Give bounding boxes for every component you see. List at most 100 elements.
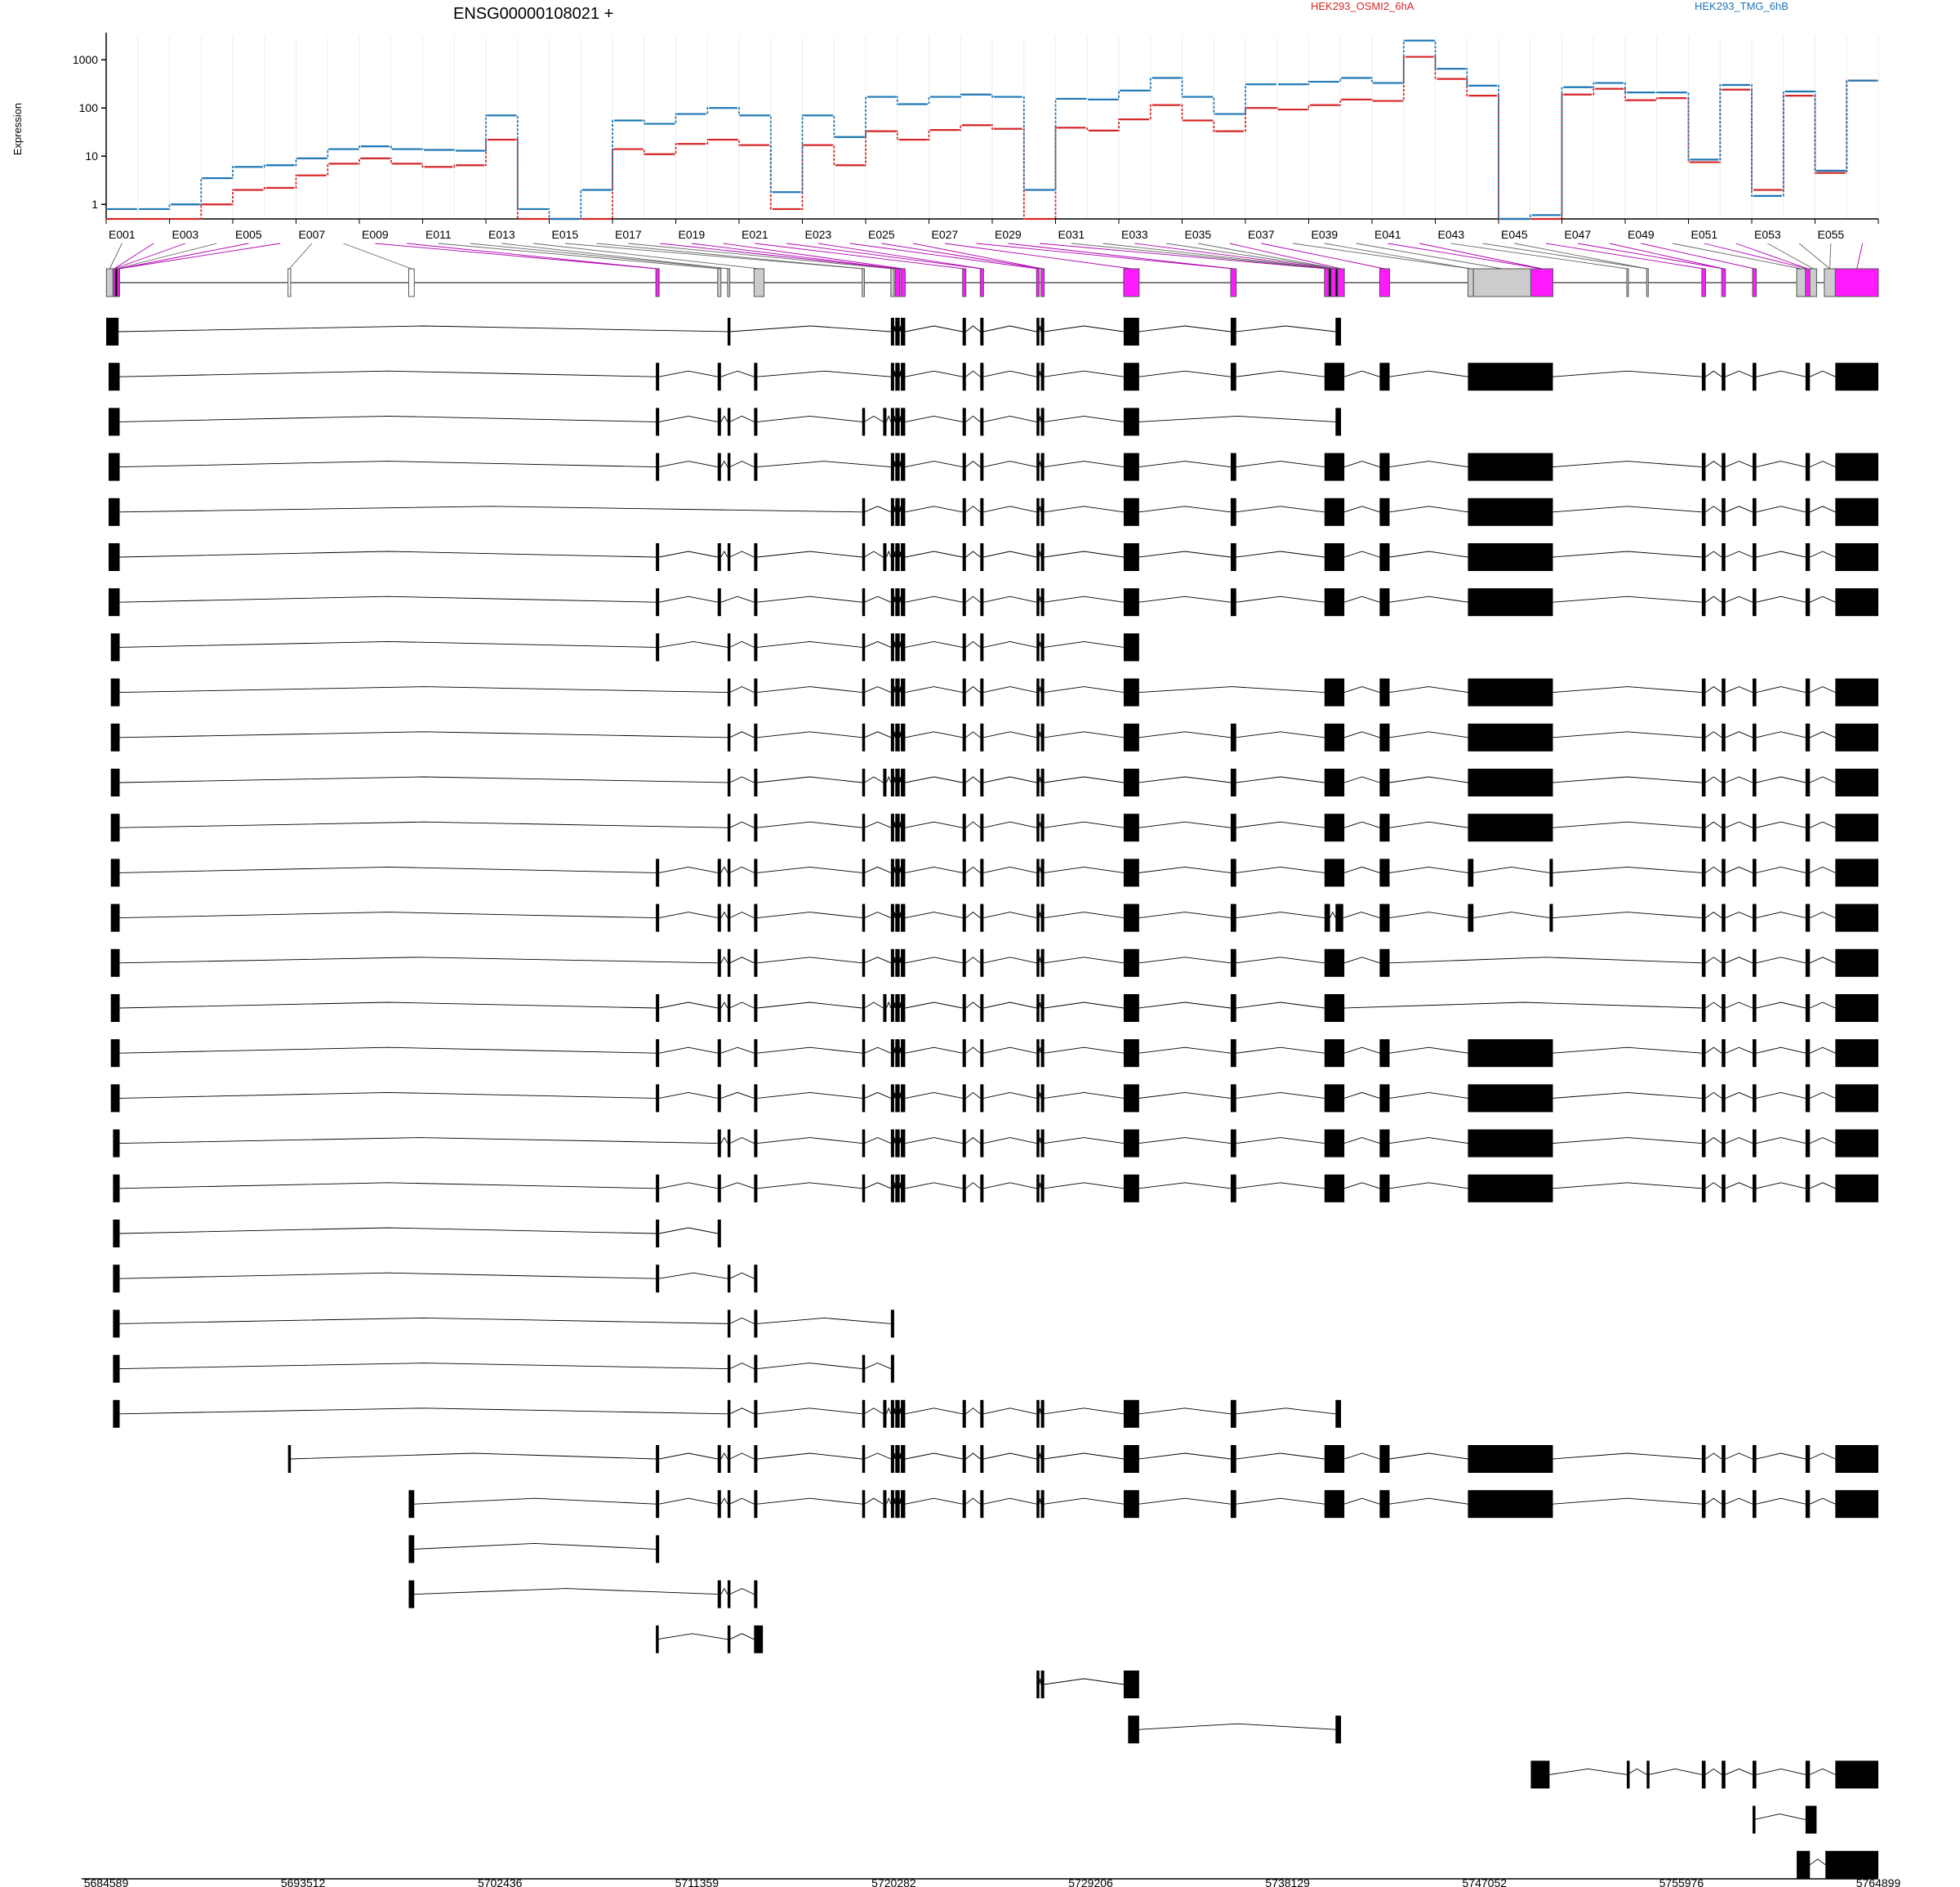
transcript-exon	[1123, 859, 1139, 887]
transcript-exon	[862, 1039, 866, 1068]
transcript-exon	[890, 1399, 894, 1428]
intron-line	[1552, 1182, 1702, 1189]
transcript-exon	[717, 903, 721, 932]
transcript-exon	[1230, 1490, 1236, 1519]
transcript-exon	[1335, 903, 1343, 932]
transcript-exon	[1835, 453, 1878, 481]
intron-line	[1044, 957, 1124, 964]
intron-line	[729, 1633, 755, 1640]
intron-line	[1756, 1768, 1806, 1775]
gene-model-exon	[1701, 268, 1706, 297]
exon-connector	[976, 243, 1234, 270]
intron-line	[905, 1001, 963, 1009]
transcript-exon	[1835, 588, 1878, 617]
transcript-exon	[1753, 903, 1757, 932]
gene-model-exon	[1472, 268, 1531, 297]
transcript-exon	[890, 408, 894, 436]
intron-line	[1044, 866, 1124, 873]
intron-line	[1344, 1001, 1702, 1009]
intron-line	[905, 686, 963, 694]
transcript-exon	[890, 948, 894, 977]
intron-line	[1138, 1407, 1232, 1415]
intron-line	[1389, 686, 1468, 694]
transcript-exon	[754, 859, 758, 887]
intron-line	[119, 1046, 657, 1054]
transcript-exon	[1805, 588, 1811, 617]
transcript-exon	[1468, 859, 1474, 887]
gene-model-exon	[1324, 268, 1330, 297]
intron-line	[1389, 957, 1702, 964]
intron-line	[1236, 821, 1325, 828]
transcript-exon	[895, 678, 900, 707]
exon-connector	[1261, 243, 1385, 270]
intron-line	[1756, 1137, 1806, 1144]
intron-line	[729, 731, 755, 738]
exon-connector	[114, 243, 154, 270]
intron-line	[965, 1001, 981, 1009]
intron-line	[983, 957, 1037, 964]
intron-line	[864, 1497, 884, 1505]
transcript-exon	[727, 678, 731, 707]
transcript-exon	[895, 814, 900, 842]
transcript-exon	[1036, 1490, 1040, 1519]
transcript-exon	[1123, 543, 1139, 571]
exon-connector	[755, 243, 964, 270]
transcript-exon	[1123, 1671, 1139, 1698]
intron-line	[1044, 1182, 1124, 1189]
intron-line	[757, 776, 862, 783]
intron-line	[1039, 371, 1042, 377]
transcript-exon	[862, 1129, 866, 1158]
transcript-exon	[1040, 1399, 1045, 1428]
intron-line	[1756, 1182, 1806, 1189]
transcript-exon	[656, 1445, 660, 1473]
transcript-exon	[1230, 1039, 1236, 1068]
intron-line	[864, 686, 892, 694]
transcript-exon	[656, 994, 660, 1022]
intron-line	[1705, 1452, 1722, 1460]
transcript-exon	[754, 1174, 758, 1202]
intron-line	[1389, 1137, 1468, 1144]
intron-line	[1756, 551, 1806, 558]
intron-line	[720, 911, 728, 918]
intron-line	[1552, 370, 1702, 377]
intron-line	[119, 957, 718, 964]
transcript-exon	[1123, 814, 1139, 842]
intron-line	[1552, 1046, 1702, 1054]
transcript-exon	[656, 859, 660, 887]
transcript-exon	[1036, 859, 1040, 887]
transcript-exon	[1835, 1174, 1878, 1202]
intron-line	[905, 1497, 963, 1505]
transcript-exon	[108, 588, 120, 617]
intron-line	[1044, 1407, 1124, 1415]
intron-line	[119, 1137, 718, 1144]
intron-line	[1039, 416, 1042, 422]
transcript-exon	[1701, 1129, 1706, 1158]
intron-line	[965, 461, 981, 467]
transcript-exon	[1379, 1129, 1390, 1158]
transcript-exon	[980, 588, 984, 617]
intron-line	[886, 775, 892, 783]
exon-connector	[1735, 243, 1808, 270]
transcript-exon	[1040, 678, 1045, 707]
intron-line	[1039, 912, 1042, 918]
transcript-exon	[1335, 1399, 1342, 1428]
transcript-exon	[862, 1445, 866, 1473]
transcript-exon	[1036, 769, 1040, 796]
transcript-exon	[1230, 363, 1236, 391]
transcript-exon	[1036, 1129, 1040, 1158]
transcript-exon	[1036, 678, 1040, 707]
intron-line	[899, 912, 902, 918]
intron-line	[119, 776, 728, 783]
intron-line	[864, 1137, 892, 1144]
exon-connector	[1324, 243, 1471, 270]
transcript-exon	[1040, 1129, 1045, 1158]
intron-line	[893, 1092, 896, 1099]
intron-line	[1044, 1137, 1124, 1144]
transcript-exon	[1753, 1760, 1757, 1789]
gene-model-exon	[287, 268, 292, 297]
transcript-exon	[1722, 859, 1726, 887]
intron-line	[1725, 776, 1753, 783]
transcript-exon	[980, 497, 984, 526]
exon-connector	[1229, 243, 1342, 270]
transcript-exon	[1128, 1715, 1139, 1744]
